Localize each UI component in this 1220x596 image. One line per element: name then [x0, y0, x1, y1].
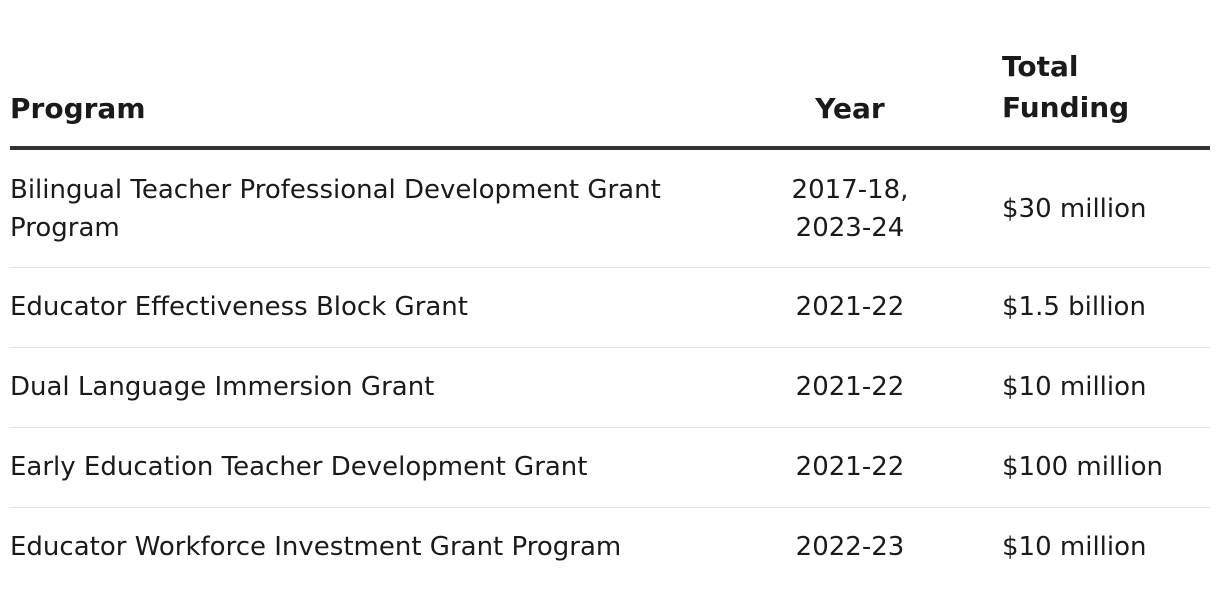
cell-program: Dual Language Immersion Grant: [10, 372, 435, 402]
cell-funding: $30 million: [1002, 194, 1147, 224]
table-row: Early Education Teacher Development Gran…: [10, 428, 1210, 508]
cell-funding: $1.5 billion: [1002, 292, 1146, 322]
table-row: Educator Effectiveness Block Grant 2021-…: [10, 268, 1210, 348]
column-header-total-funding: Total Funding: [1002, 50, 1130, 124]
table-row: Dual Language Immersion Grant 2021-22 $1…: [10, 348, 1210, 428]
cell-funding: $10 million: [1002, 532, 1147, 562]
table-row: Bilingual Teacher Professional Developme…: [10, 150, 1210, 268]
column-header-year: Year: [815, 92, 885, 125]
cell-funding: $100 million: [1002, 452, 1164, 482]
cell-year: 2022-23: [795, 532, 905, 562]
cell-year: 2021-22: [795, 452, 905, 482]
column-header-program: Program: [10, 92, 146, 125]
funding-table: Program Year Total Funding Bilingual Tea…: [10, 0, 1210, 587]
cell-program: Educator Effectiveness Block Grant: [10, 292, 468, 322]
cell-year: 2017-18, 2023-24: [791, 175, 909, 243]
table-row: Educator Workforce Investment Grant Prog…: [10, 508, 1210, 587]
table-header-row: Program Year Total Funding: [10, 0, 1210, 150]
cell-year: 2021-22: [795, 372, 905, 402]
cell-funding: $10 million: [1002, 372, 1147, 402]
cell-program: Educator Workforce Investment Grant Prog…: [10, 532, 622, 562]
cell-program: Bilingual Teacher Professional Developme…: [10, 175, 661, 243]
cell-year: 2021-22: [795, 292, 905, 322]
cell-program: Early Education Teacher Development Gran…: [10, 452, 588, 482]
